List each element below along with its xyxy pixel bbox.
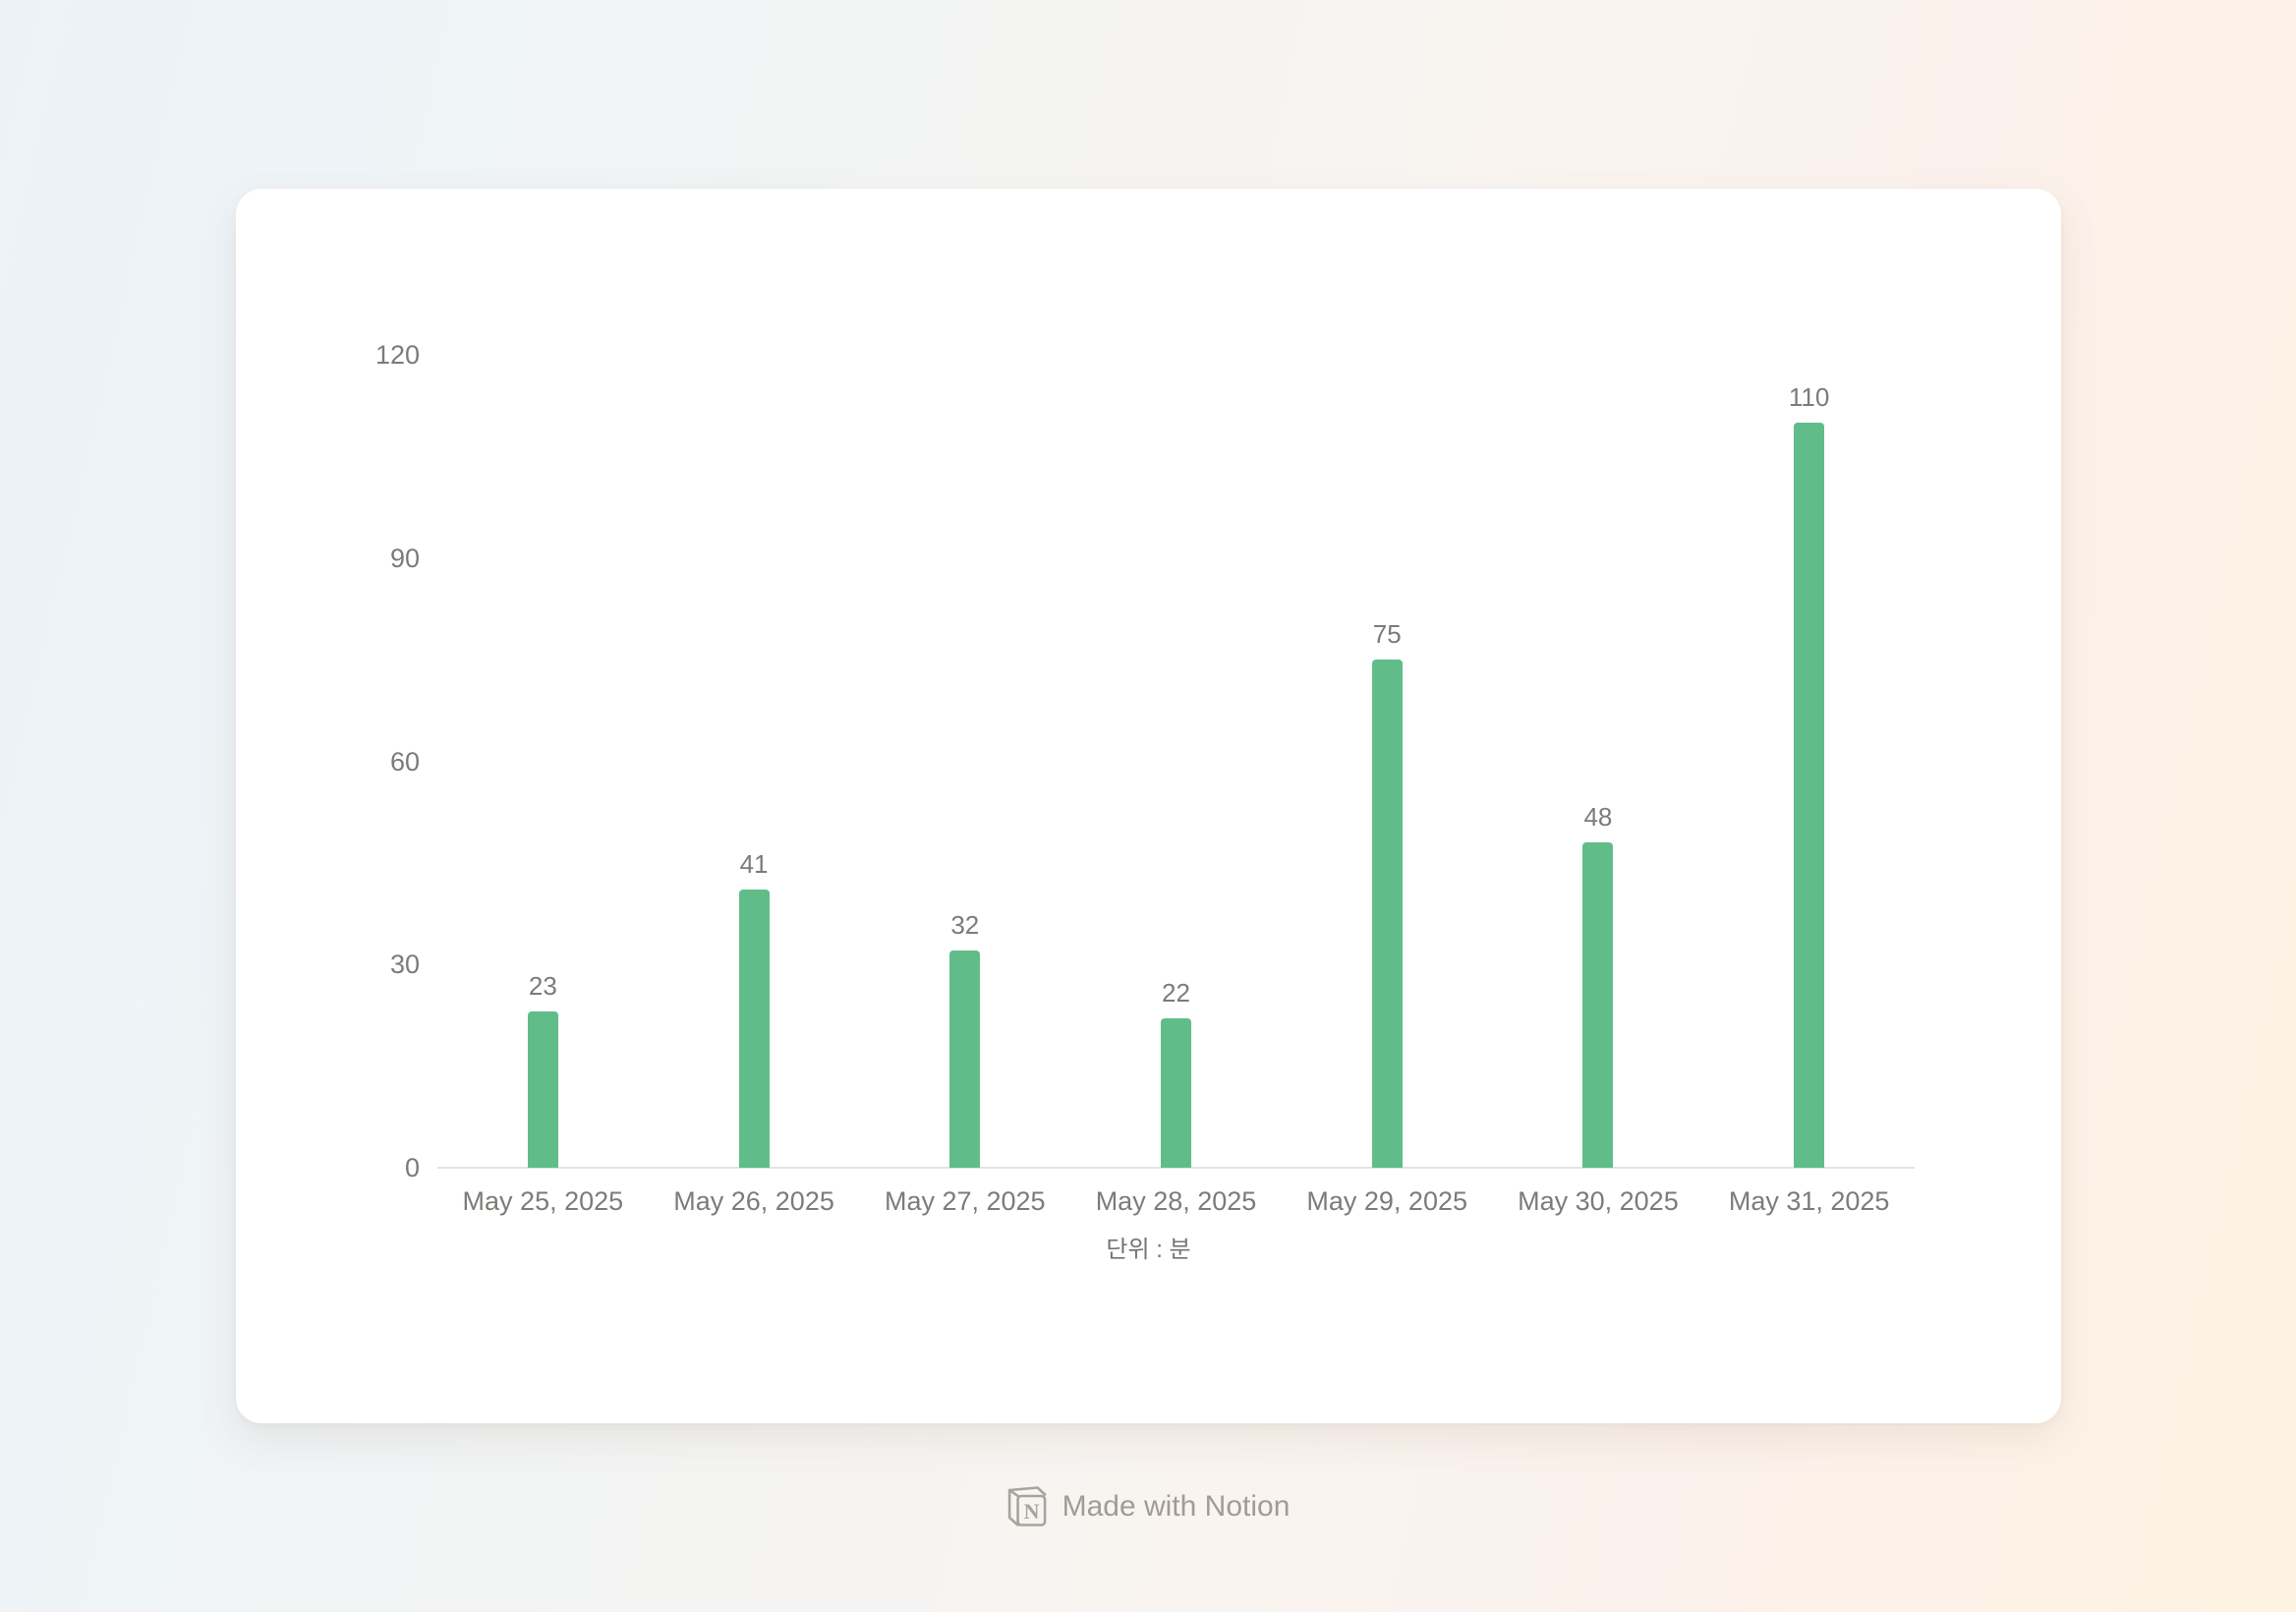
bar[interactable]: [949, 950, 981, 1168]
x-axis-label: May 27, 2025: [884, 1186, 1046, 1216]
bar-value-label: 41: [739, 849, 769, 880]
bar-chart: 0 30 60 90 120 23 May 25, 2025 41 May 26, 2025 32…: [236, 189, 2061, 1423]
y-tick-label: 60: [389, 746, 420, 777]
bar-value-label: 110: [1788, 381, 1830, 412]
unit-caption: 단위 : 분: [1106, 1237, 1191, 1263]
made-with-notion-badge[interactable]: N Made with Notion: [1006, 1484, 1291, 1529]
y-tick-label: 120: [374, 340, 420, 370]
bar-value-label: 22: [1162, 978, 1190, 1008]
y-tick-label: 0: [404, 1153, 420, 1182]
bar[interactable]: [1161, 1018, 1191, 1168]
bar[interactable]: [1371, 660, 1403, 1168]
x-axis-label: May 29, 2025: [1306, 1186, 1467, 1216]
bar-value-label: 48: [1583, 802, 1613, 833]
x-axis-line: [437, 1167, 1915, 1169]
notion-cube-icon: N: [1006, 1484, 1048, 1529]
y-tick-label: 30: [389, 950, 420, 980]
bar-value-label: 23: [528, 971, 557, 1002]
bar[interactable]: [527, 1011, 558, 1168]
x-axis-label: May 26, 2025: [673, 1186, 834, 1216]
bar[interactable]: [738, 890, 770, 1168]
bar-value-label: 75: [1372, 619, 1402, 650]
chart-card: 0 30 60 90 120 23 May 25, 2025 41 May 26, 2025 32…: [236, 189, 2061, 1423]
bar-value-label: 32: [950, 910, 980, 941]
badge-label: Made with Notion: [1062, 1490, 1291, 1523]
bar[interactable]: [1794, 422, 1825, 1168]
x-axis-label: May 30, 2025: [1518, 1186, 1679, 1216]
bar[interactable]: [1582, 842, 1614, 1168]
x-axis-label: May 28, 2025: [1095, 1186, 1257, 1216]
x-axis-label: May 25, 2025: [462, 1186, 624, 1216]
y-tick-label: 90: [389, 543, 420, 573]
svg-text:N: N: [1024, 1499, 1040, 1524]
x-axis-label: May 31, 2025: [1728, 1186, 1890, 1216]
